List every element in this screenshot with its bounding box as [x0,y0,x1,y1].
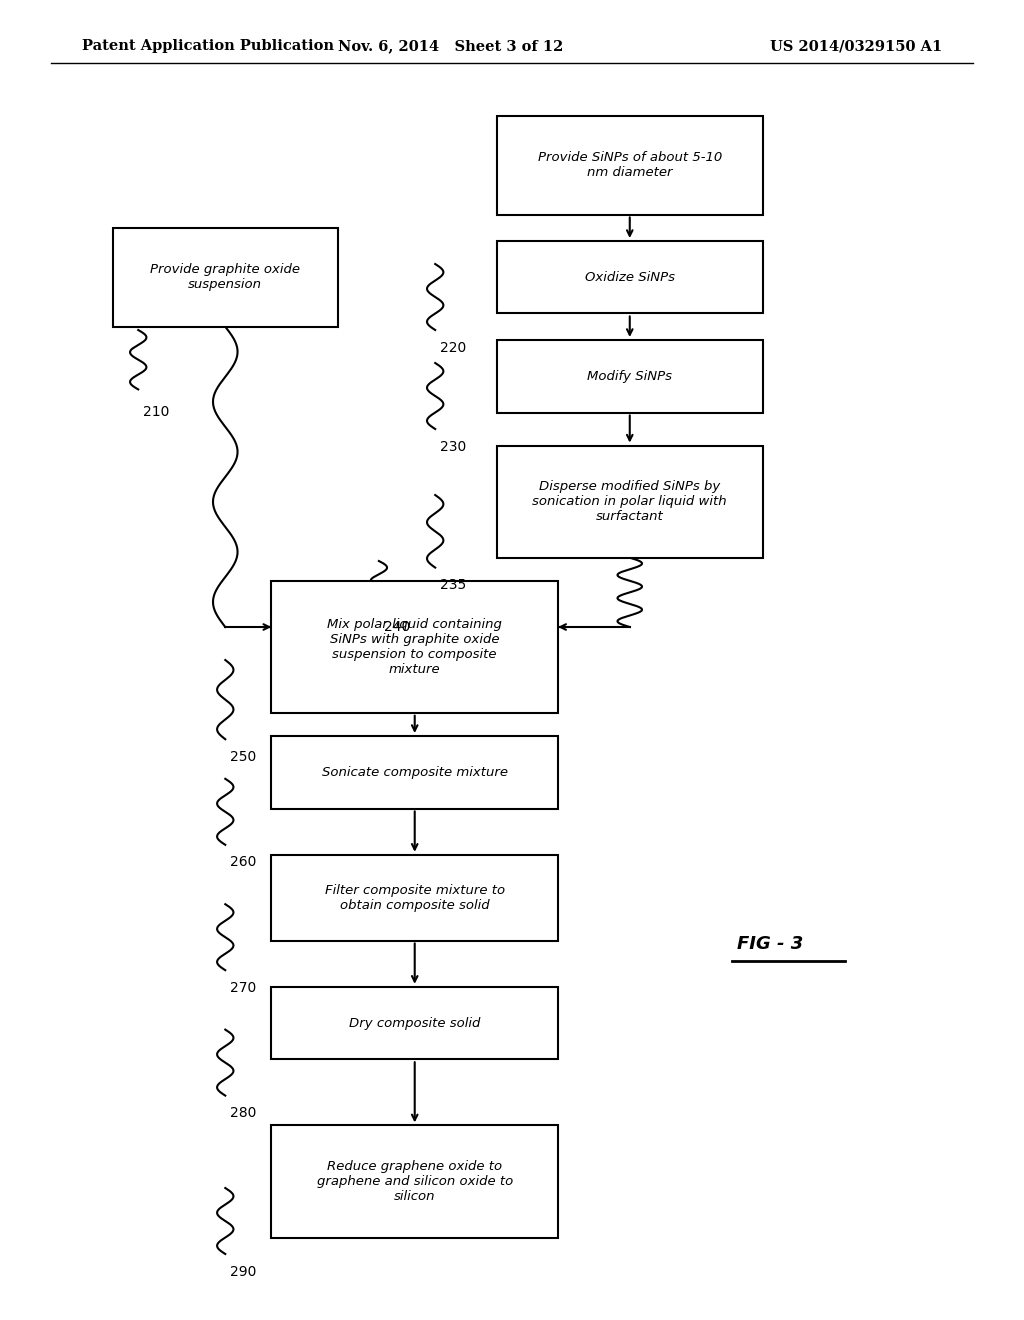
FancyBboxPatch shape [497,446,763,557]
FancyBboxPatch shape [271,581,558,713]
Text: Provide graphite oxide
suspension: Provide graphite oxide suspension [151,263,300,292]
FancyBboxPatch shape [271,1125,558,1238]
Text: 290: 290 [230,1265,257,1279]
Text: 250: 250 [230,750,257,764]
Text: Sonicate composite mixture: Sonicate composite mixture [322,766,508,779]
Text: 270: 270 [230,981,257,995]
FancyBboxPatch shape [497,116,763,214]
Text: Patent Application Publication: Patent Application Publication [82,40,334,53]
FancyBboxPatch shape [271,987,558,1059]
Text: Modify SiNPs: Modify SiNPs [587,370,673,383]
Text: FIG - 3: FIG - 3 [737,935,804,953]
Text: 220: 220 [440,341,467,355]
Text: Mix polar liquid containing
SiNPs with graphite oxide
suspension to composite
mi: Mix polar liquid containing SiNPs with g… [328,618,502,676]
Text: 280: 280 [230,1106,257,1121]
FancyBboxPatch shape [113,227,338,326]
Text: US 2014/0329150 A1: US 2014/0329150 A1 [770,40,942,53]
FancyBboxPatch shape [271,737,558,808]
Text: Disperse modified SiNPs by
sonication in polar liquid with
surfactant: Disperse modified SiNPs by sonication in… [532,480,727,523]
Text: 230: 230 [440,440,467,454]
Text: Provide SiNPs of about 5-10
nm diameter: Provide SiNPs of about 5-10 nm diameter [538,150,722,180]
Text: Oxidize SiNPs: Oxidize SiNPs [585,271,675,284]
Text: Reduce graphene oxide to
graphene and silicon oxide to
silicon: Reduce graphene oxide to graphene and si… [316,1160,513,1203]
Text: 235: 235 [440,578,467,593]
FancyBboxPatch shape [271,855,558,940]
Text: Filter composite mixture to
obtain composite solid: Filter composite mixture to obtain compo… [325,883,505,912]
FancyBboxPatch shape [497,240,763,313]
FancyBboxPatch shape [497,339,763,412]
Text: 240: 240 [384,620,411,635]
Text: 210: 210 [143,405,170,420]
Text: Nov. 6, 2014   Sheet 3 of 12: Nov. 6, 2014 Sheet 3 of 12 [338,40,563,53]
Text: 260: 260 [230,855,257,870]
Text: Dry composite solid: Dry composite solid [349,1016,480,1030]
